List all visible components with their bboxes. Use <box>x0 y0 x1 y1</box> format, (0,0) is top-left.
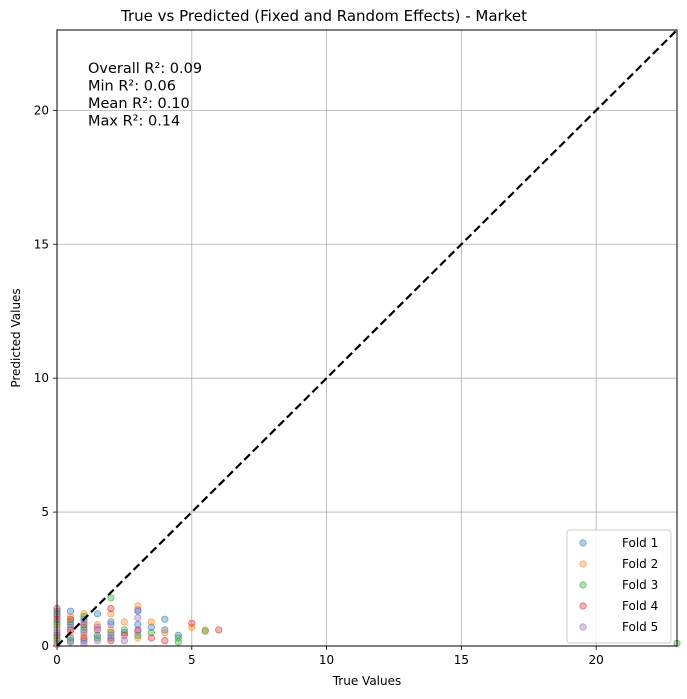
data-point-fold-2 <box>147 618 155 626</box>
legend-label: Fold 2 <box>622 557 658 571</box>
data-point-fold-4 <box>215 626 223 634</box>
data-point-fold-1 <box>93 610 102 618</box>
data-point-fold-3 <box>66 618 75 626</box>
data-point-fold-2 <box>80 610 88 618</box>
data-point-fold-1 <box>93 631 102 639</box>
data-point-fold-1 <box>80 626 88 634</box>
data-point-fold-5 <box>134 614 142 622</box>
data-point-fold-3 <box>107 594 115 602</box>
data-point-fold-4 <box>80 620 88 629</box>
data-point-fold-4 <box>107 637 115 645</box>
data-point-fold-4 <box>80 634 88 642</box>
data-point-fold-5 <box>80 639 88 647</box>
data-point-fold-1 <box>107 618 115 626</box>
y-tick-label: 0 <box>41 639 49 653</box>
annotation-line: Max R²: 0.14 <box>88 114 180 130</box>
data-point-fold-5 <box>134 606 142 614</box>
annotation-line: Mean R²: 0.10 <box>88 96 190 112</box>
data-point-fold-5 <box>66 638 75 646</box>
data-point-fold-3 <box>107 629 115 637</box>
data-point-fold-5 <box>134 627 142 635</box>
legend: Fold 1 Fold 2 Fold 3 Fold 4 Fold 5 <box>566 529 672 644</box>
plot-frame <box>56 29 678 647</box>
legend-marker <box>579 581 587 589</box>
data-point-fold-1 <box>66 634 75 642</box>
data-point-fold-3 <box>174 638 182 646</box>
data-point-fold-1 <box>66 607 75 615</box>
legend-label: Fold 3 <box>622 578 658 592</box>
data-point-fold-2 <box>93 620 102 629</box>
data-point-fold-2 <box>80 631 88 639</box>
y-tick-label: 20 <box>34 103 49 117</box>
x-tick-label: 5 <box>188 653 196 667</box>
data-point-fold-5 <box>120 637 128 645</box>
data-point-fold-5 <box>80 629 88 637</box>
x-tick-label: 15 <box>454 653 469 667</box>
data-point-fold-1 <box>66 620 75 629</box>
legend-label: Fold 4 <box>622 599 658 613</box>
y-tick-label: 15 <box>34 237 49 251</box>
data-point-fold-5 <box>107 631 115 639</box>
data-point-fold-1 <box>161 626 169 634</box>
data-point-fold-4 <box>161 637 169 645</box>
x-tick-label: 10 <box>319 653 334 667</box>
data-point-fold-2 <box>161 629 169 637</box>
legend-marker <box>579 623 587 631</box>
data-point-fold-1 <box>161 615 169 623</box>
data-point-fold-5 <box>93 623 102 631</box>
legend-marker <box>579 602 587 610</box>
legend-marker <box>579 539 587 547</box>
data-point-fold-2 <box>134 602 142 610</box>
data-point-fold-5 <box>93 637 102 645</box>
x-tick-label: 0 <box>53 653 61 667</box>
x-axis-label: True Values <box>332 674 402 688</box>
y-axis-ticks: 0 5 10 15 20 <box>34 103 57 653</box>
data-point-fold-2 <box>107 610 115 618</box>
data-point-fold-1 <box>120 629 128 637</box>
data-point-fold-1 <box>147 623 155 631</box>
data-point-fold-5 <box>66 623 75 631</box>
data-point-fold-2 <box>188 623 196 631</box>
legend-marker <box>579 560 587 568</box>
data-point-fold-3 <box>134 631 142 639</box>
data-point-fold-2 <box>120 618 128 626</box>
data-point-fold-2 <box>66 612 75 621</box>
annotation-line: Min R²: 0.06 <box>88 79 176 95</box>
y-axis-label: Predicted Values <box>9 288 23 387</box>
y-tick-label: 10 <box>34 371 49 385</box>
legend-box <box>566 529 672 644</box>
data-point-fold-3 <box>174 634 182 642</box>
data-point-fold-4 <box>120 631 128 639</box>
data-point-fold-3 <box>120 626 128 634</box>
data-point-fold-3 <box>93 634 102 642</box>
data-point-fold-4 <box>188 619 196 627</box>
data-point-fold-4 <box>147 634 155 642</box>
data-point-fold-3 <box>201 627 209 635</box>
data-point-fold-3 <box>80 623 88 631</box>
chart-title: True vs Predicted (Fixed and Random Effe… <box>120 7 527 25</box>
x-tick-label: 20 <box>588 653 603 667</box>
data-point-fold-4 <box>93 626 102 634</box>
data-point-fold-1 <box>80 637 88 645</box>
data-point-fold-5 <box>107 620 115 629</box>
data-point-fold-4 <box>66 615 75 623</box>
x-axis-ticks: 0 5 10 15 20 <box>53 646 604 667</box>
data-point-fold-4 <box>107 604 115 613</box>
legend-label: Fold 1 <box>622 536 658 550</box>
identity-reference-line <box>56 29 678 647</box>
data-point-fold-3 <box>147 629 155 637</box>
data-point-fold-1 <box>107 634 115 642</box>
data-point-fold-2 <box>107 626 115 634</box>
legend-label: Fold 5 <box>622 620 658 634</box>
y-tick-label: 5 <box>41 505 49 519</box>
annotation-line: Overall R²: 0.09 <box>88 61 202 77</box>
